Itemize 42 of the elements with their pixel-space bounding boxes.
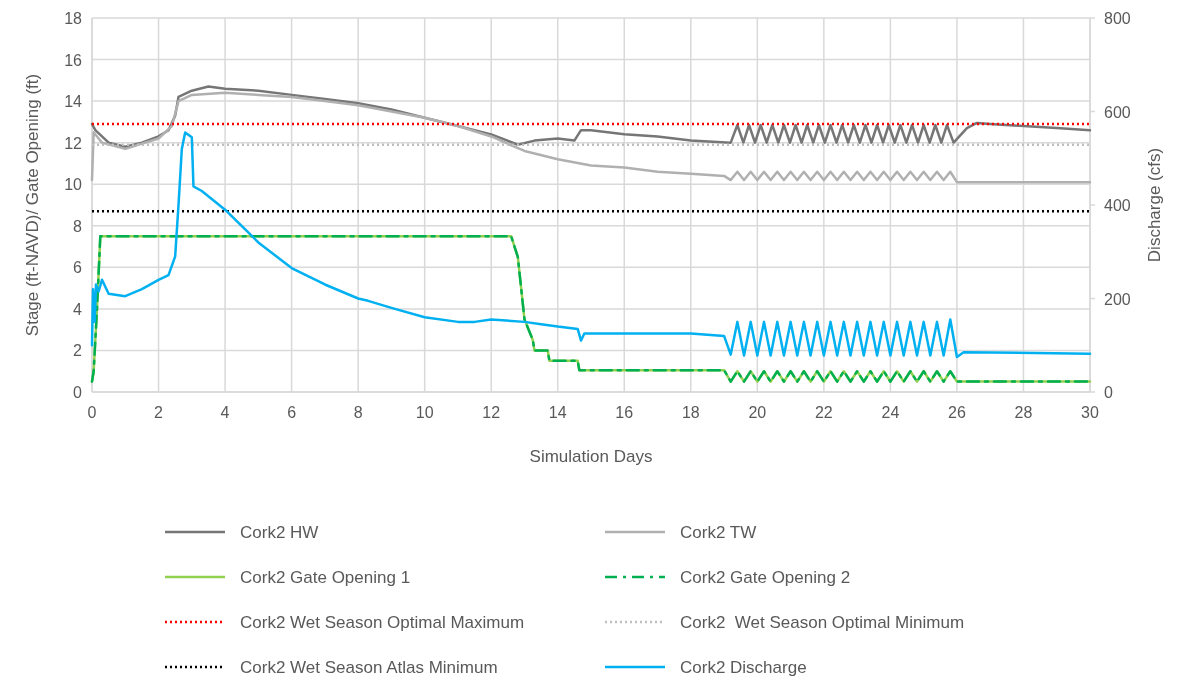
legend-label: Cork2 Wet Season Optimal Maximum — [240, 613, 525, 632]
y-tick-label: 4 — [73, 300, 83, 318]
legend-label: Cork2 Gate Opening 1 — [240, 568, 411, 587]
x-tick-label: 30 — [1081, 404, 1099, 421]
y-tick-label: 14 — [64, 93, 83, 111]
y2-tick-label: 400 — [1104, 197, 1131, 214]
y-tick-label: 6 — [73, 259, 83, 277]
y-tick-label: 10 — [64, 176, 83, 194]
legend-label: Cork2 Gate Opening 2 — [680, 568, 851, 587]
x-tick-label: 18 — [681, 404, 700, 421]
legend-label: Cork2 Wet Season Atlas Minimum — [240, 658, 498, 677]
x-tick-label: 20 — [748, 404, 767, 421]
x-tick-label: 4 — [220, 404, 230, 421]
y2-axis-title: Discharge (cfs) — [1145, 147, 1164, 263]
y-axis-title: Stage (ft-NAVD)/ Gate Opening (ft) — [23, 73, 42, 337]
y2-tick-label: 0 — [1104, 384, 1113, 401]
legend-label: Cork2 HW — [240, 523, 319, 542]
legend-label: Cork2 TW — [680, 523, 757, 542]
x-tick-label: 0 — [87, 404, 97, 421]
y2-tick-label: 800 — [1104, 10, 1131, 27]
y-tick-label: 12 — [64, 134, 83, 152]
x-tick-label: 2 — [154, 404, 164, 421]
y-tick-label: 18 — [64, 10, 83, 27]
x-tick-label: 22 — [814, 404, 833, 421]
y-tick-label: 2 — [73, 342, 83, 360]
y2-tick-label: 600 — [1104, 103, 1131, 121]
x-axis-title: Simulation Days — [529, 447, 653, 466]
x-tick-label: 6 — [287, 404, 297, 421]
x-tick-label: 26 — [948, 404, 966, 421]
legend-label: Cork2 Discharge — [680, 658, 807, 677]
x-tick-label: 16 — [615, 404, 634, 421]
y2-tick-label: 200 — [1104, 290, 1131, 308]
x-tick-label: 28 — [1014, 404, 1033, 421]
x-tick-label: 24 — [881, 404, 900, 421]
y-tick-label: 0 — [73, 384, 83, 401]
x-tick-label: 12 — [482, 404, 501, 421]
y-tick-label: 8 — [73, 217, 83, 235]
legend-label: Cork2 Wet Season Optimal Minimum — [680, 613, 965, 632]
y-tick-label: 16 — [64, 51, 83, 69]
x-tick-label: 10 — [415, 404, 434, 421]
x-tick-label: 8 — [353, 404, 363, 421]
x-tick-label: 14 — [548, 404, 567, 421]
